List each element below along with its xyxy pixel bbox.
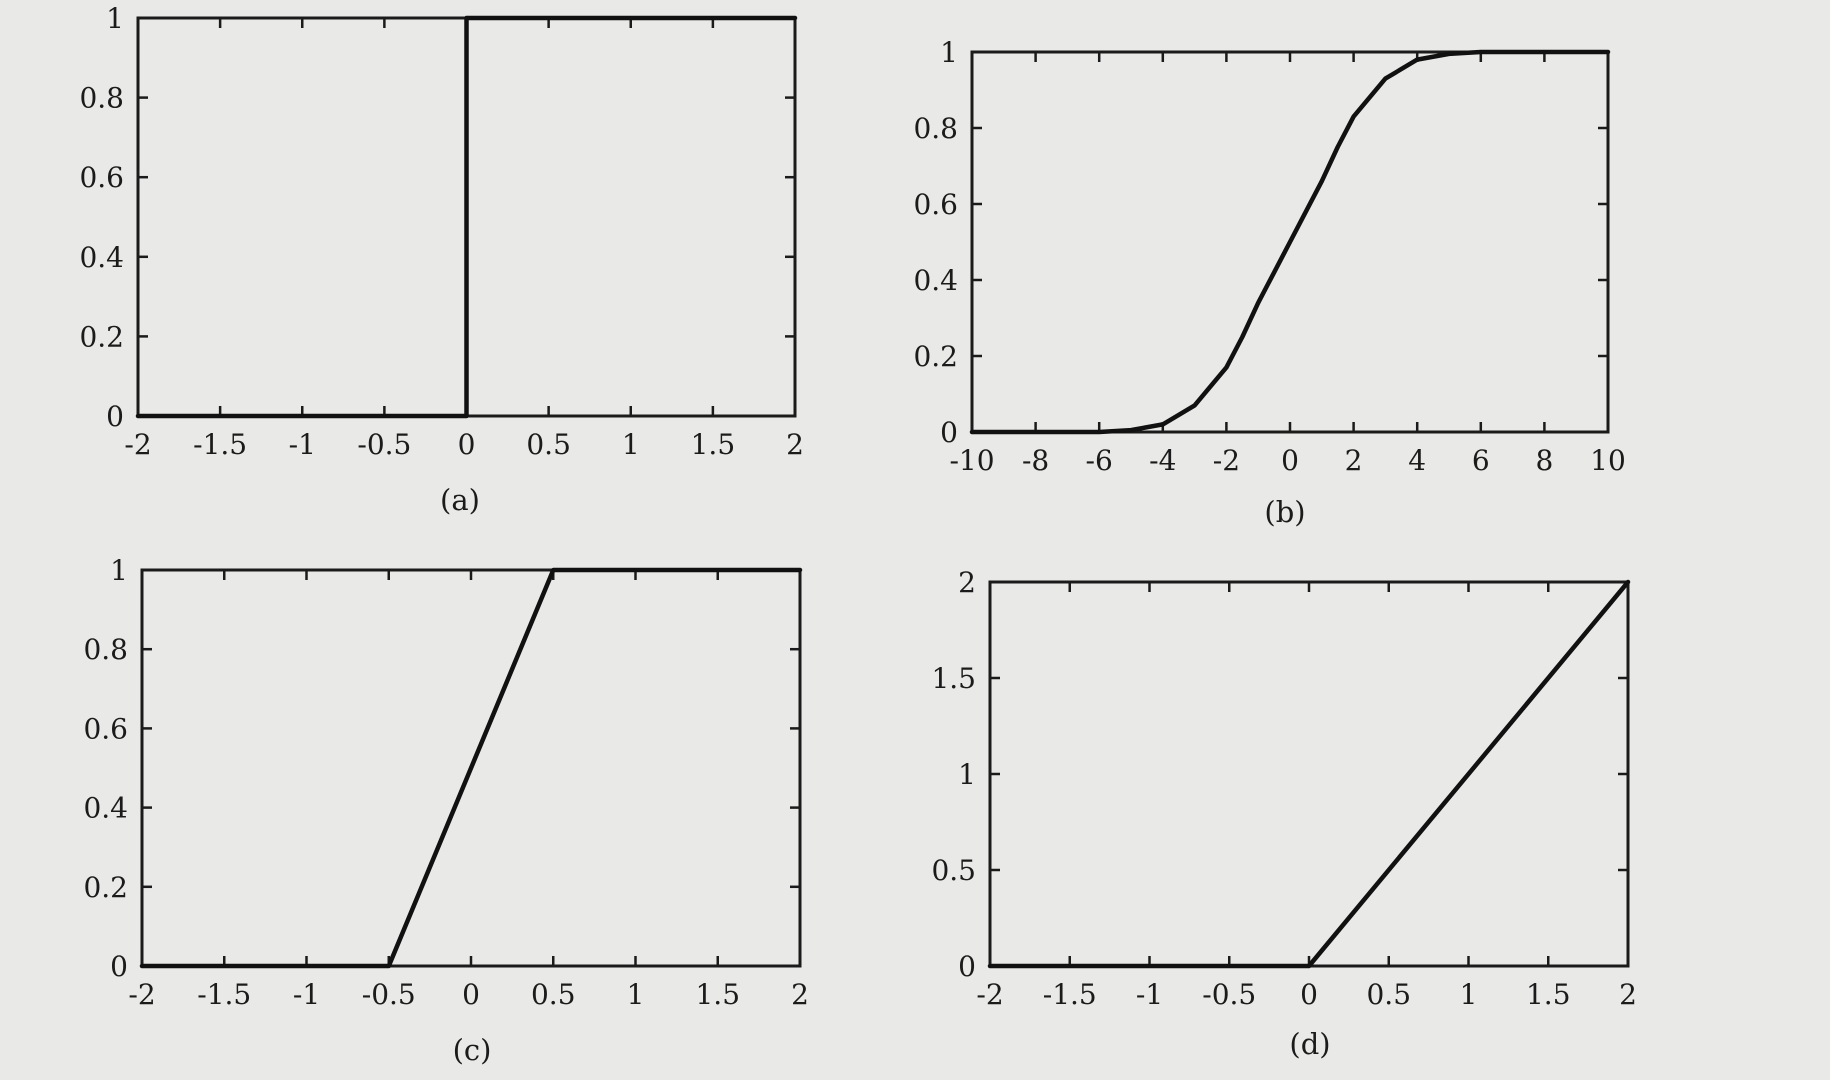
y-tick-label: 0 xyxy=(106,400,124,433)
x-tick-label: -2 xyxy=(128,978,155,1011)
x-tick-label: 10 xyxy=(1590,444,1626,477)
y-tick-label: 0 xyxy=(110,950,128,983)
panel-label: (a) xyxy=(440,483,480,517)
y-tick-label: 0 xyxy=(940,416,958,449)
x-tick-label: 4 xyxy=(1408,444,1426,477)
x-tick-label: -2 xyxy=(1213,444,1240,477)
x-tick-label: 1.5 xyxy=(695,978,740,1011)
x-tick-label: 1.5 xyxy=(1526,978,1571,1011)
y-tick-label: 0.5 xyxy=(931,854,976,887)
x-tick-label: -0.5 xyxy=(357,428,411,461)
y-tick-label: 0.6 xyxy=(83,712,128,745)
x-tick-label: -10 xyxy=(949,444,994,477)
y-tick-label: 0.2 xyxy=(83,871,128,904)
x-tick-label: 6 xyxy=(1472,444,1490,477)
y-tick-label: 0.8 xyxy=(83,633,128,666)
y-tick-label: 1 xyxy=(940,36,958,69)
x-tick-label: -1.5 xyxy=(1043,978,1097,1011)
y-tick-label: 0 xyxy=(958,950,976,983)
x-tick-label: 1.5 xyxy=(691,428,736,461)
chart-panel-c: -2 -1.5 -1 -0.5 0 0.5 1 1.5 2 0 0.2 0.4 0.6 0.8 1 (c) xyxy=(83,554,808,1067)
y-tick-label: 0.6 xyxy=(79,161,124,194)
y-tick-label: 0.2 xyxy=(79,320,124,353)
x-tick-label: 0 xyxy=(1281,444,1299,477)
x-tick-label: 2 xyxy=(786,428,804,461)
x-tick-label: 0.5 xyxy=(526,428,571,461)
x-tick-label: -4 xyxy=(1149,444,1176,477)
x-tick-label: 1 xyxy=(627,978,645,1011)
x-tick-label: -2 xyxy=(124,428,151,461)
y-tick-label: 1 xyxy=(110,554,128,587)
series-line xyxy=(969,49,1611,435)
y-tick-label: 0.4 xyxy=(83,792,128,825)
x-tick-label: -1 xyxy=(1136,978,1163,1011)
x-tick-label: -0.5 xyxy=(1202,978,1256,1011)
panel-label: (c) xyxy=(453,1033,492,1067)
plot-frame xyxy=(988,580,1630,968)
x-tick-label: -2 xyxy=(976,978,1003,1011)
panel-label: (b) xyxy=(1264,495,1305,529)
x-tick-label: -6 xyxy=(1086,444,1113,477)
x-tick-label: 1 xyxy=(1460,978,1478,1011)
x-tick-label: 2 xyxy=(791,978,809,1011)
y-tick-label: 1 xyxy=(958,758,976,791)
y-tick-label: 0.4 xyxy=(79,241,124,274)
x-tick-label: -0.5 xyxy=(362,978,416,1011)
chart-panel-d: -2 -1.5 -1 -0.5 0 0.5 1 1.5 2 0 0.5 1 1.5 2 (d) xyxy=(931,566,1636,1061)
x-tick-label: -1.5 xyxy=(193,428,247,461)
y-tick-label: 0.2 xyxy=(913,340,958,373)
chart-panel-a: -2 -1.5 -1 -0.5 0 0.5 1 1.5 2 0 0.2 0.4 0.6 0.8 1 (a) xyxy=(79,2,803,517)
series-line xyxy=(135,15,798,419)
y-tick-label: 2 xyxy=(958,566,976,599)
x-tick-label: 2 xyxy=(1345,444,1363,477)
x-tick-label: 0 xyxy=(1300,978,1318,1011)
x-tick-label: -1 xyxy=(293,978,320,1011)
x-tick-label: 1 xyxy=(622,428,640,461)
x-tick-label: 8 xyxy=(1535,444,1553,477)
x-tick-label: 0.5 xyxy=(531,978,576,1011)
series-line xyxy=(139,567,803,969)
x-tick-label: 0.5 xyxy=(1366,978,1411,1011)
series-line xyxy=(987,579,1631,969)
y-tick-label: 0.4 xyxy=(913,264,958,297)
panel-label: (d) xyxy=(1289,1027,1330,1061)
y-tick-label: 0.8 xyxy=(913,112,958,145)
y-tick-label: 0.8 xyxy=(79,82,124,115)
x-tick-label: 0 xyxy=(462,978,480,1011)
x-tick-label: 0 xyxy=(458,428,476,461)
y-tick-label: 1.5 xyxy=(931,662,976,695)
x-tick-label: -8 xyxy=(1022,444,1049,477)
y-tick-label: 1 xyxy=(106,2,124,35)
x-tick-label: -1 xyxy=(289,428,316,461)
x-tick-label: 2 xyxy=(1619,978,1637,1011)
chart-panel-b: -10 -8 -6 -4 -2 0 2 4 6 8 10 0 0.2 0.4 0.6 0.8 1 (b) xyxy=(913,36,1625,529)
y-tick-label: 0.6 xyxy=(913,188,958,221)
x-tick-label: -1.5 xyxy=(197,978,251,1011)
